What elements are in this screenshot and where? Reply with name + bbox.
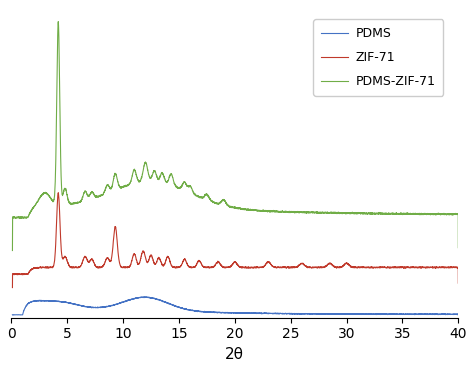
PDMS bbox=[340, 312, 346, 316]
PDMS bbox=[171, 303, 177, 308]
ZIF-71 bbox=[273, 265, 279, 270]
ZIF-71 bbox=[293, 265, 299, 270]
ZIF-71 bbox=[364, 265, 370, 269]
Line: PDMS-ZIF-71: PDMS-ZIF-71 bbox=[12, 22, 458, 251]
PDMS bbox=[9, 313, 15, 317]
PDMS-ZIF-71 bbox=[171, 180, 177, 184]
ZIF-71 bbox=[9, 285, 15, 290]
ZIF-71 bbox=[32, 266, 38, 271]
X-axis label: 2θ: 2θ bbox=[225, 347, 244, 362]
PDMS bbox=[293, 312, 299, 316]
PDMS bbox=[32, 299, 38, 303]
Line: PDMS: PDMS bbox=[12, 297, 458, 315]
ZIF-71 bbox=[171, 265, 177, 270]
PDMS bbox=[456, 312, 461, 317]
PDMS-ZIF-71 bbox=[55, 20, 61, 24]
ZIF-71 bbox=[456, 281, 461, 285]
PDMS-ZIF-71 bbox=[9, 248, 15, 253]
ZIF-71 bbox=[55, 190, 61, 195]
PDMS bbox=[10, 313, 16, 317]
PDMS-ZIF-71 bbox=[364, 211, 370, 215]
PDMS-ZIF-71 bbox=[456, 245, 461, 250]
PDMS bbox=[144, 295, 150, 299]
PDMS-ZIF-71 bbox=[32, 203, 38, 208]
PDMS bbox=[364, 312, 370, 316]
PDMS-ZIF-71 bbox=[293, 210, 299, 214]
PDMS-ZIF-71 bbox=[340, 210, 346, 215]
PDMS bbox=[273, 311, 279, 316]
PDMS-ZIF-71 bbox=[273, 209, 279, 214]
Line: ZIF-71: ZIF-71 bbox=[12, 193, 458, 287]
Legend: PDMS, ZIF-71, PDMS-ZIF-71: PDMS, ZIF-71, PDMS-ZIF-71 bbox=[313, 20, 443, 96]
ZIF-71 bbox=[340, 263, 346, 268]
